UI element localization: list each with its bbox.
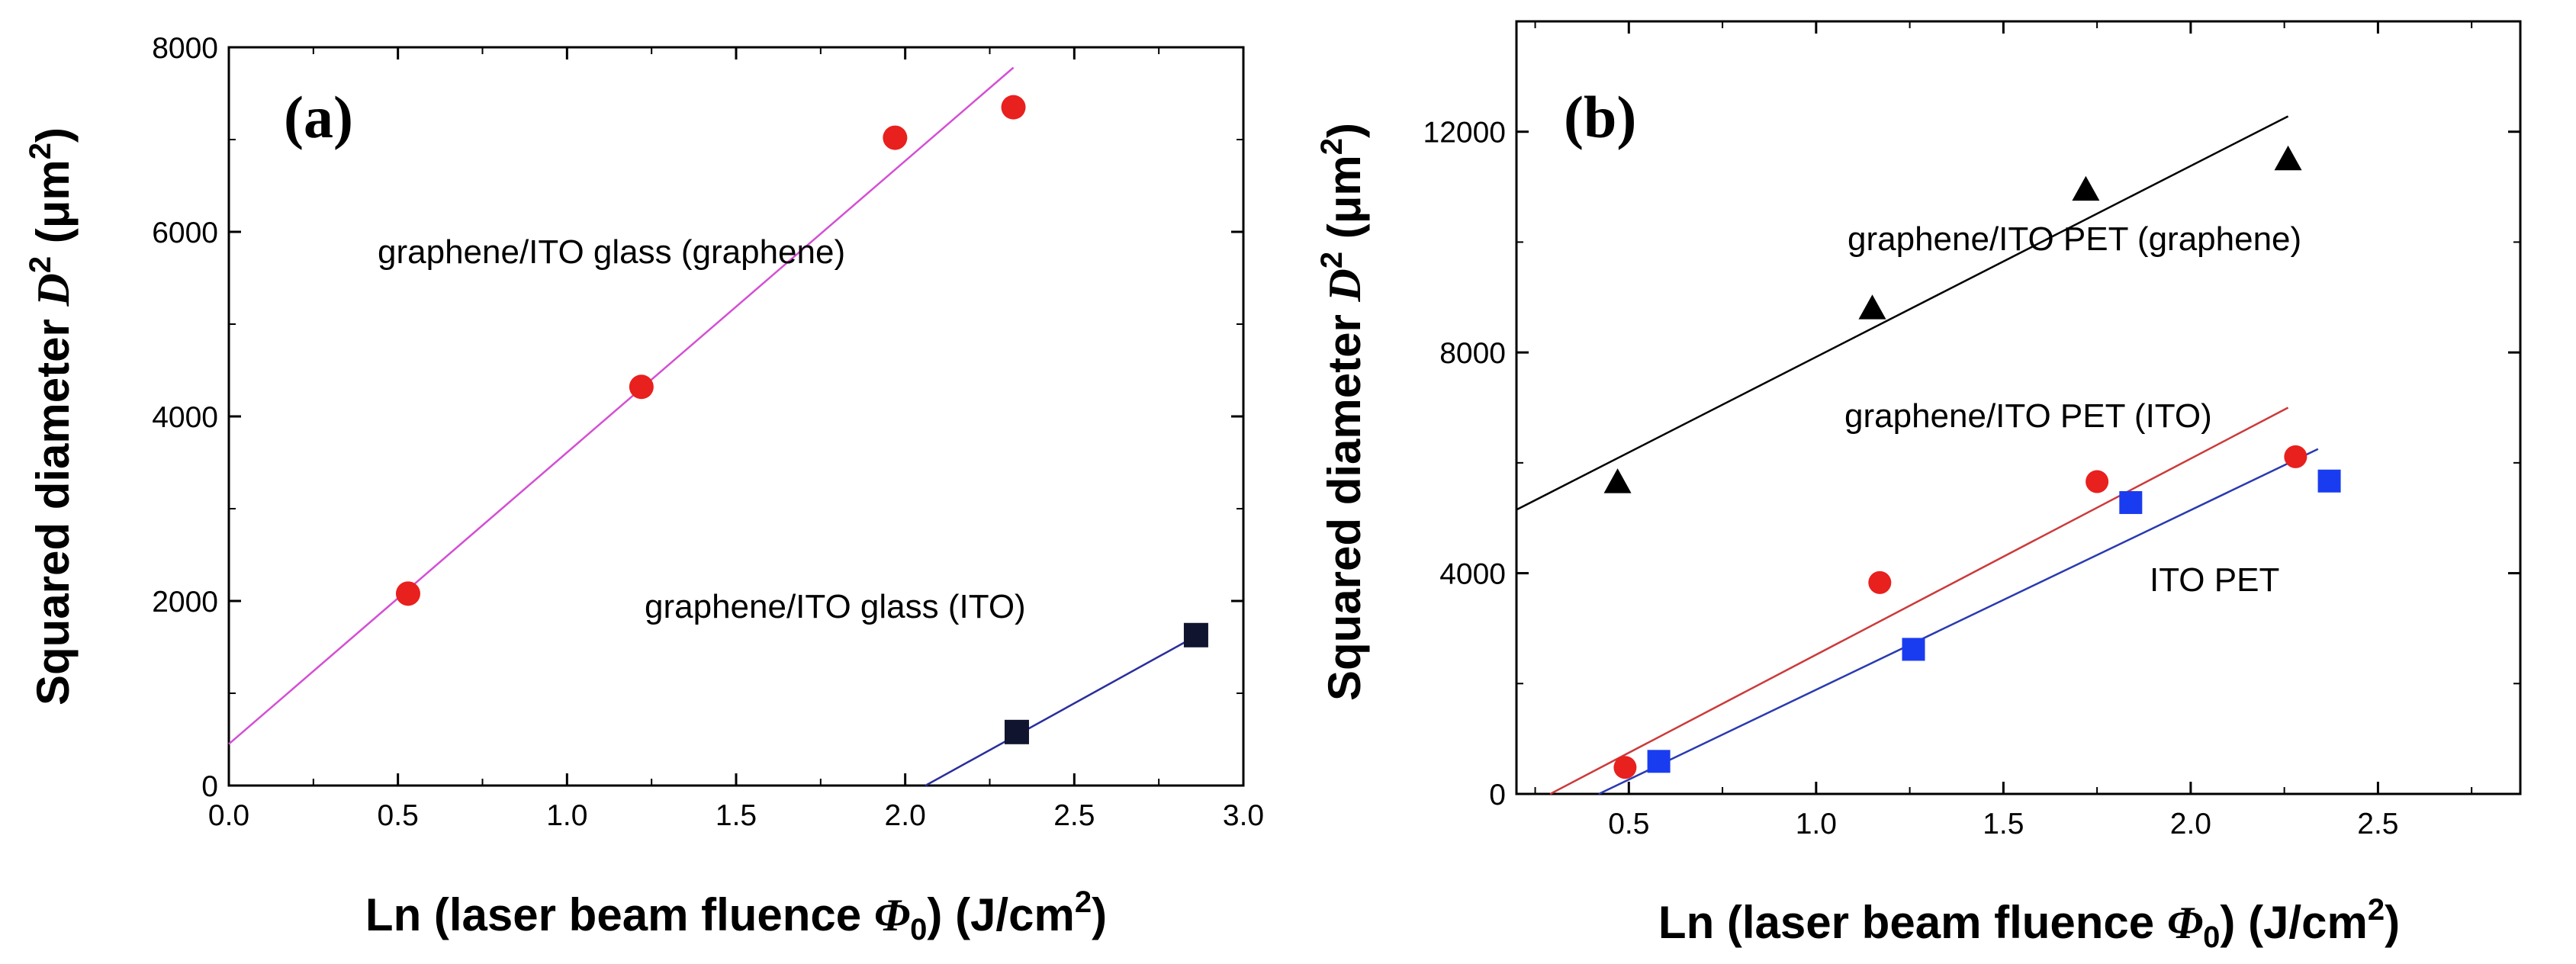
x-axis-label-b-text: (laser beam fluence [1727, 897, 2167, 948]
axes-b: 0.5 1.0 1.5 2.0 2.5 0 4000 8000 12000 [1423, 21, 2520, 840]
x-axis-label-a-close: ) [927, 889, 942, 940]
x-axis-label-b-close: ) [2220, 897, 2235, 948]
y-axis-label-a: Squared diameter D2 (μm2) [24, 127, 79, 705]
fit-line-b-3 [1598, 448, 2319, 795]
x-axis-label-a-unit: (J/cm [942, 889, 1074, 940]
annotation-a-graphene: graphene/ITO glass (graphene) [378, 233, 845, 271]
data-point-b-s1-3 [2072, 175, 2100, 201]
annotation-b-ito: graphene/ITO PET (ITO) [1844, 397, 2212, 435]
y-axis-label-a-unit-sup: 2 [24, 143, 57, 159]
x-axis-label-a-sup: 2 [1075, 885, 1092, 919]
data-points-b [1603, 145, 2341, 779]
x-tick-label: 1.0 [1796, 808, 1837, 840]
x-axis-label-a-symbol: Φ [874, 890, 910, 940]
x-tick-label: 2.5 [2357, 808, 2398, 840]
annotation-b-graphene: graphene/ITO PET (graphene) [1848, 220, 2301, 258]
y-axis-label-a-sup: 2 [24, 256, 57, 273]
data-point-b-s3-3 [2119, 490, 2143, 514]
data-point-b-s3-4 [2317, 469, 2341, 493]
chart-panel-b: 0.5 1.0 1.5 2.0 2.5 0 4000 8000 12000 (b) graphe… [1315, 20, 2522, 954]
x-tick-label: 0.0 [208, 799, 249, 832]
x-axis-label-a-sub: 0 [910, 913, 927, 946]
x-axis-label-a: Ln (laser beam fluence Φ0) (J/cm2) [365, 885, 1107, 946]
y-tick-label: 8000 [1439, 337, 1506, 370]
x-tick-label: 0.5 [378, 799, 419, 832]
x-axis-label-b-unit-close: ) [2385, 897, 2400, 948]
x-tick-label: 3.0 [1223, 799, 1264, 832]
fit-line-b-2 [1549, 406, 2289, 795]
data-point-b-s1-1 [1603, 468, 1632, 493]
fit-lines-b [1516, 115, 2319, 795]
annotation-a-ito: graphene/ITO glass (ITO) [645, 588, 1026, 625]
y-axis-label-a-unit: (μm [27, 159, 79, 256]
data-point-b-s1-2 [1858, 294, 1886, 320]
y-axis-label-b-sup: 2 [1315, 252, 1349, 268]
y-axis-label-b-unit-close: ) [1319, 123, 1370, 138]
y-axis-label-b: Squared diameter D2 (μm2) [1315, 123, 1370, 701]
fit-line-a-2 [925, 635, 1197, 787]
data-point-b-s3-1 [1647, 750, 1671, 773]
x-axis-label-b-prefix: Ln [1658, 897, 1727, 948]
x-tick-label: 2.0 [885, 799, 926, 832]
fit-lines-a [228, 66, 1197, 787]
y-tick-label: 12000 [1423, 117, 1506, 149]
y-tick-label: 0 [201, 770, 218, 803]
x-axis-label-a-unit-close: ) [1092, 889, 1107, 940]
x-axis-label-b-sup: 2 [2368, 893, 2385, 927]
plot-frame-b [1515, 20, 2522, 795]
data-point-b-s2-3 [2086, 470, 2109, 493]
y-axis-label-b-symbol: D [1320, 268, 1370, 302]
plot-frame-a [227, 46, 1245, 787]
x-tick-label: 2.5 [1053, 799, 1095, 832]
y-tick-label: 6000 [152, 217, 218, 249]
data-point-a-s1-3 [883, 125, 908, 150]
x-tick-label: 1.5 [716, 799, 757, 832]
y-tick-label: 2000 [152, 586, 218, 619]
panel-label-b: (b) [1564, 84, 1636, 150]
y-axis-label-b-text: Squared diameter [1319, 302, 1370, 702]
data-point-b-s2-4 [2284, 445, 2307, 468]
data-point-b-s1-4 [2274, 145, 2302, 171]
x-axis-label-a-prefix: Ln [365, 889, 434, 940]
annotation-b-ito-pet: ITO PET [2150, 561, 2279, 599]
y-tick-label: 0 [1489, 779, 1506, 811]
x-tick-label: 1.5 [1983, 808, 2024, 840]
x-tick-label: 1.0 [546, 799, 587, 832]
y-axis-label-a-symbol: D [28, 273, 79, 307]
y-axis-label-a-unit-close: ) [27, 127, 79, 143]
fit-line-b-1 [1516, 115, 2289, 511]
y-tick-label: 4000 [152, 401, 218, 434]
fit-line-a-1 [228, 66, 1015, 745]
data-point-b-s3-2 [1902, 638, 1925, 661]
data-point-a-s1-2 [629, 374, 654, 400]
data-points-a [395, 95, 1208, 744]
data-point-a-s1-1 [395, 581, 420, 606]
chart-panel-a: 0.0 0.5 1.0 1.5 2.0 2.5 3.0 0 2000 4000 6000 8000 (… [24, 32, 1264, 946]
data-point-a-s2-2 [1183, 622, 1208, 647]
data-point-b-s2-2 [1868, 570, 1892, 594]
y-tick-label: 4000 [1439, 558, 1506, 591]
x-tick-label: 2.0 [2170, 808, 2211, 840]
x-axis-label-b-symbol: Φ [2167, 898, 2203, 948]
y-axis-label-b-unit: (μm [1319, 155, 1370, 252]
data-point-a-s2-1 [1004, 719, 1029, 744]
x-axis-label-b: Ln (laser beam fluence Φ0) (J/cm2) [1658, 893, 2400, 954]
data-point-a-s1-4 [1001, 95, 1026, 120]
data-point-b-s2-1 [1613, 756, 1637, 779]
y-tick-label: 8000 [152, 32, 218, 65]
x-axis-label-b-sub: 0 [2203, 921, 2220, 954]
x-axis-label-b-unit: (J/cm [2235, 897, 2367, 948]
x-axis-label-a-text: (laser beam fluence [434, 889, 874, 940]
x-tick-label: 0.5 [1608, 808, 1649, 840]
axes-a: 0.0 0.5 1.0 1.5 2.0 2.5 3.0 0 2000 4000 6000 8000 [152, 32, 1264, 832]
y-axis-label-b-unit-sup: 2 [1315, 138, 1349, 155]
y-axis-label-a-text: Squared diameter [27, 307, 79, 706]
panel-label-a: (a) [284, 84, 353, 150]
